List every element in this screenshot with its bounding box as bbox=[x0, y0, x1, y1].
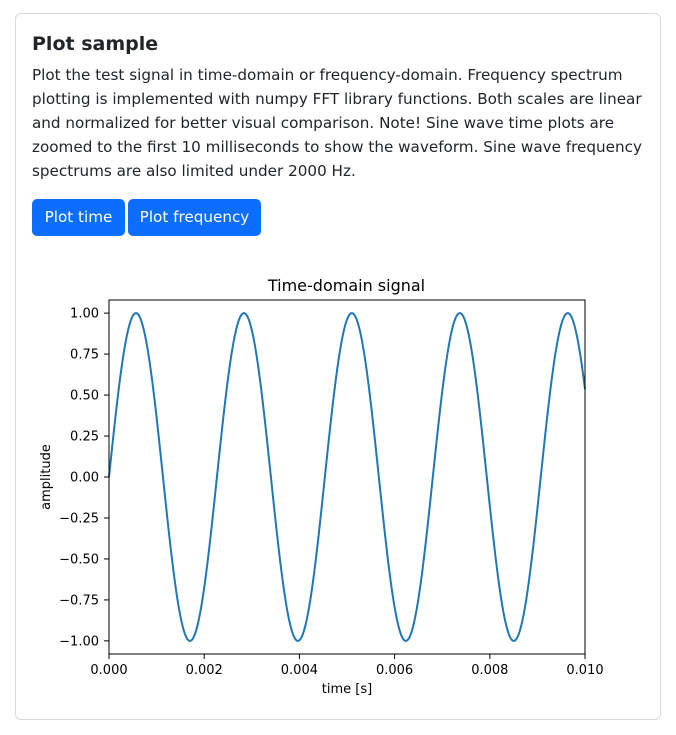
y-axis-label: amplitude bbox=[39, 444, 54, 510]
x-tick-label: 0.000 bbox=[90, 663, 127, 678]
y-tick-label: −1.00 bbox=[59, 634, 99, 649]
x-tick-label: 0.008 bbox=[471, 663, 508, 678]
card-description: Plot the test signal in time-domain or f… bbox=[32, 66, 642, 180]
x-axis: 0.000 0.002 0.004 0.006 0.008 0.010 bbox=[90, 654, 604, 678]
x-tick-label: 0.006 bbox=[376, 663, 413, 678]
chart-title: Time-domain signal bbox=[267, 276, 425, 295]
x-axis-label: time [s] bbox=[322, 682, 372, 697]
y-tick-label: −0.25 bbox=[59, 511, 99, 526]
plot-frame bbox=[108, 299, 586, 655]
plot-time-button[interactable]: Plot time bbox=[32, 199, 125, 236]
y-tick-label: 0.50 bbox=[70, 389, 99, 404]
x-tick-label: 0.002 bbox=[186, 663, 223, 678]
y-tick-label: −0.75 bbox=[59, 593, 99, 608]
signal-series bbox=[108, 312, 586, 642]
x-tick-label: 0.010 bbox=[566, 663, 603, 678]
y-tick-label: −0.50 bbox=[59, 552, 99, 567]
x-tick-label: 0.004 bbox=[281, 663, 318, 678]
y-tick-label: 0.75 bbox=[70, 348, 99, 363]
y-tick-label: 0.25 bbox=[70, 430, 99, 445]
y-tick-label: 1.00 bbox=[70, 307, 99, 322]
y-tick-label: 0.00 bbox=[70, 471, 99, 486]
y-axis: 1.00 0.75 0.50 0.25 0.00 −0.25 −0.50 −0.75 −1.00 bbox=[59, 307, 109, 649]
card-title: Plot sample bbox=[32, 33, 159, 55]
series-line-0 bbox=[108, 312, 586, 642]
plot-frequency-button[interactable]: Plot frequency bbox=[128, 199, 261, 236]
